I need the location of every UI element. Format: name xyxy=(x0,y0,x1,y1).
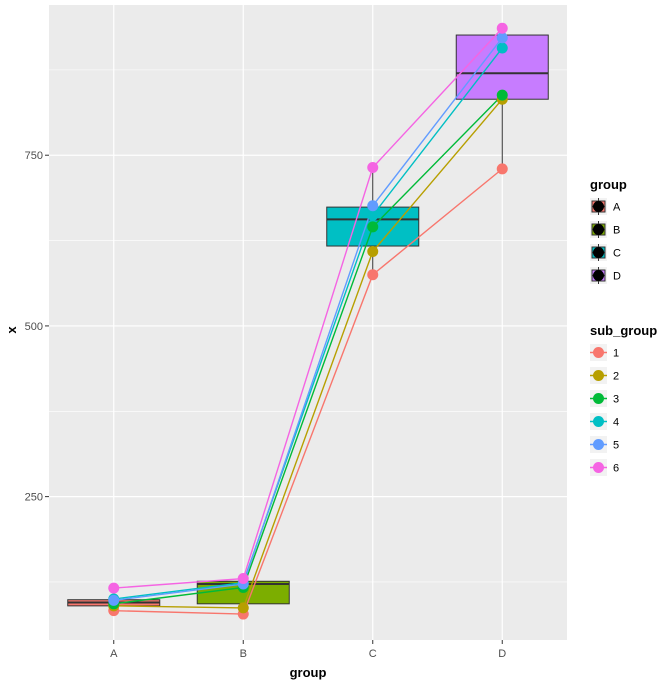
legend-key-point xyxy=(593,201,604,212)
legend-key-point-2 xyxy=(593,370,604,381)
x-tick-label: C xyxy=(369,648,377,660)
point-4-C xyxy=(367,209,379,221)
x-tick-label: B xyxy=(240,648,247,660)
legend-label: 3 xyxy=(613,394,619,406)
legend-sub-group: sub_group 1 2 3 4 5 6 xyxy=(590,323,657,476)
series-line-3 xyxy=(113,94,503,605)
point-5-A xyxy=(108,594,120,606)
legend-label: A xyxy=(613,202,621,214)
y-axis-title: x xyxy=(4,326,19,334)
legend-key-point xyxy=(593,270,604,281)
legend-key-point-6 xyxy=(593,462,604,473)
point-6-A xyxy=(108,582,120,594)
legend-key-point xyxy=(593,247,604,258)
plot-panel xyxy=(49,5,567,640)
x-tick-label: D xyxy=(498,648,506,660)
point-6-C xyxy=(367,162,379,174)
y-tick-label: 500 xyxy=(25,321,43,333)
legend-key-point-3 xyxy=(593,393,604,404)
series-line-5 xyxy=(113,37,503,602)
point-6-D xyxy=(496,22,508,34)
legend-label: D xyxy=(613,271,621,283)
y-tick-label: 750 xyxy=(25,150,43,162)
series-line-2 xyxy=(113,98,503,609)
x-tick-label: A xyxy=(110,648,118,660)
legend-label: 6 xyxy=(613,463,619,475)
point-3-C xyxy=(367,221,379,233)
legend-label: 1 xyxy=(613,348,619,360)
point-5-C xyxy=(367,200,379,212)
point-1-D xyxy=(496,163,508,175)
legend-key-point-4 xyxy=(593,416,604,427)
point-3-D xyxy=(496,89,508,101)
series-line-6 xyxy=(113,27,503,589)
point-2-C xyxy=(367,245,379,257)
point-2-B xyxy=(237,602,249,614)
x-axis-title: group xyxy=(290,665,327,680)
legend-key-point xyxy=(593,224,604,235)
point-5-D xyxy=(496,32,508,44)
axes: 250 500 750 A B C D xyxy=(25,150,507,660)
series-line-1 xyxy=(113,168,503,615)
y-tick-label: 250 xyxy=(25,492,43,504)
legend-label: C xyxy=(613,248,621,260)
series-points xyxy=(108,22,508,620)
series-line-4 xyxy=(113,47,503,600)
legend-key-point-1 xyxy=(593,347,604,358)
legend-title: group xyxy=(590,177,627,192)
legend-label: B xyxy=(613,225,620,237)
point-6-B xyxy=(237,573,249,585)
point-4-D xyxy=(496,42,508,54)
legend-label: 2 xyxy=(613,371,619,383)
series-lines xyxy=(113,27,503,615)
legend-label: 4 xyxy=(613,417,619,429)
legend-label: 5 xyxy=(613,440,619,452)
legend-title: sub_group xyxy=(590,323,657,338)
legend-key-point-5 xyxy=(593,439,604,450)
point-1-C xyxy=(367,269,379,281)
